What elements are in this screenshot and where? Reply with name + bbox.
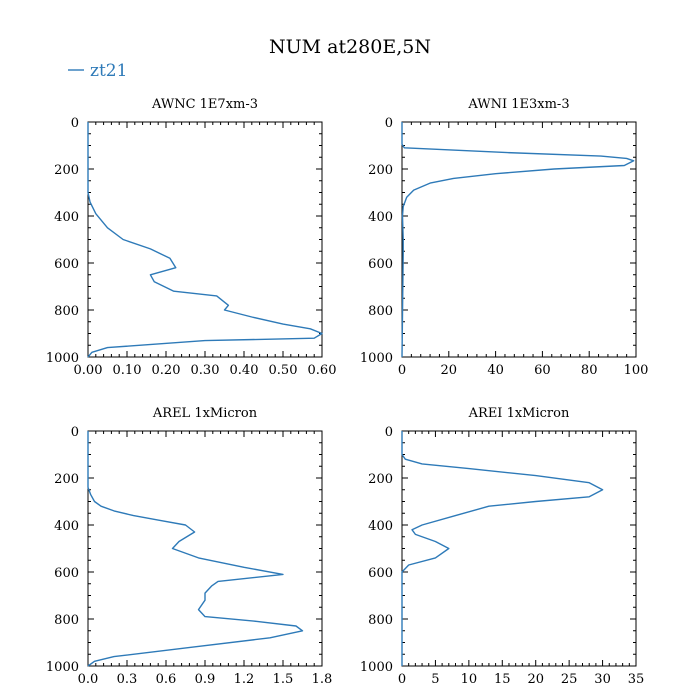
x-tick-label: 0.00 — [74, 363, 103, 378]
y-tick-label: 400 — [368, 519, 393, 534]
x-tick-label: 0.3 — [117, 672, 138, 687]
panel-title: AWNC 1E7xm-3 — [151, 97, 258, 112]
x-tick-label: 0.30 — [191, 363, 220, 378]
x-tick-label: 1.8 — [312, 672, 333, 687]
series-line-zt21 — [401, 122, 635, 358]
x-tick-label: 0.10 — [113, 363, 142, 378]
y-tick-label: 800 — [54, 304, 79, 319]
y-tick-label: 200 — [368, 472, 393, 487]
x-tick-label: 0.20 — [152, 363, 181, 378]
x-tick-label: 25 — [561, 672, 578, 687]
y-tick-label: 0 — [385, 425, 393, 440]
x-tick-label: 15 — [494, 672, 511, 687]
panel-title: AREI 1xMicron — [468, 406, 570, 421]
series-line-zt21 — [87, 431, 304, 667]
y-tick-label: 0 — [71, 116, 79, 131]
x-tick-label: 10 — [461, 672, 478, 687]
figure-title: NUM at280E,5N — [269, 36, 431, 58]
panels: AWNC 1E7xm-30.00 0.10 0.20 0.30 0.40 0.50 0.60… — [46, 97, 649, 687]
panel-2: AWNI 1E3xm-30 20 40 60 80 1000200400600800100… — [360, 97, 649, 378]
x-tick-label: 0.0 — [78, 672, 99, 687]
y-tick-label: 600 — [368, 257, 393, 272]
y-tick-label: 0 — [385, 116, 393, 131]
x-tick-label: 60 — [534, 363, 551, 378]
y-tick-label: 200 — [368, 163, 393, 178]
legend-label: zt21 — [90, 61, 127, 81]
y-tick-label: 400 — [54, 519, 79, 534]
x-tick-label: 80 — [581, 363, 598, 378]
y-tick-label: 0 — [71, 425, 79, 440]
x-tick-label: 20 — [441, 363, 458, 378]
x-tick-label: 0.6 — [156, 672, 177, 687]
x-tick-label: 5 — [431, 672, 439, 687]
x-tick-label: 40 — [487, 363, 504, 378]
plot-frame — [87, 430, 323, 667]
y-tick-label: 800 — [368, 613, 393, 628]
series-line-zt21 — [401, 431, 604, 666]
plot-frame — [401, 430, 637, 667]
x-tick-label: 0 — [398, 363, 406, 378]
y-tick-label: 200 — [54, 472, 79, 487]
panel-title: AWNI 1E3xm-3 — [467, 97, 569, 112]
plot-frame — [401, 121, 637, 358]
x-tick-label: 1.2 — [234, 672, 255, 687]
y-tick-label: 1000 — [360, 660, 393, 675]
y-tick-label: 1000 — [46, 660, 79, 675]
y-tick-label: 400 — [54, 210, 79, 225]
y-tick-label: 800 — [54, 613, 79, 628]
y-tick-label: 600 — [368, 566, 393, 581]
panel-1: AWNC 1E7xm-3 0.00 0.10 0.20 0.30 0.40 0.50 0.60… — [46, 97, 337, 378]
x-tick-label: 0.60 — [308, 363, 337, 378]
panel-4: AREI 1xMicron 0 5 10 15 20 25 30 35 0 200 400 600 800… — [360, 406, 644, 687]
series-line-zt21 — [87, 122, 323, 358]
y-tick-label: 600 — [54, 566, 79, 581]
y-tick-label: 1000 — [360, 351, 393, 366]
y-tick-label: 400 — [368, 210, 393, 225]
x-tick-label: 1.5 — [273, 672, 294, 687]
x-tick-label: 30 — [594, 672, 611, 687]
y-tick-label: 200 — [54, 163, 79, 178]
y-tick-label: 800 — [368, 304, 393, 319]
legend: zt21 — [68, 61, 127, 81]
x-tick-label: 35 — [628, 672, 645, 687]
panel-3: AREL 1xMicron 0.0 0.3 0.6 0.9 1.2 1.5 1.8 0 200 40… — [46, 406, 332, 687]
x-tick-label: 100 — [624, 363, 649, 378]
x-tick-label: 20 — [527, 672, 544, 687]
x-tick-label: 0.50 — [269, 363, 298, 378]
x-tick-label: 0 — [398, 672, 406, 687]
x-tick-label: 0.40 — [230, 363, 259, 378]
panel-title: AREL 1xMicron — [152, 406, 258, 421]
y-tick-label: 600 — [54, 257, 79, 272]
y-tick-label: 1000 — [46, 351, 79, 366]
x-tick-label: 0.9 — [195, 672, 216, 687]
